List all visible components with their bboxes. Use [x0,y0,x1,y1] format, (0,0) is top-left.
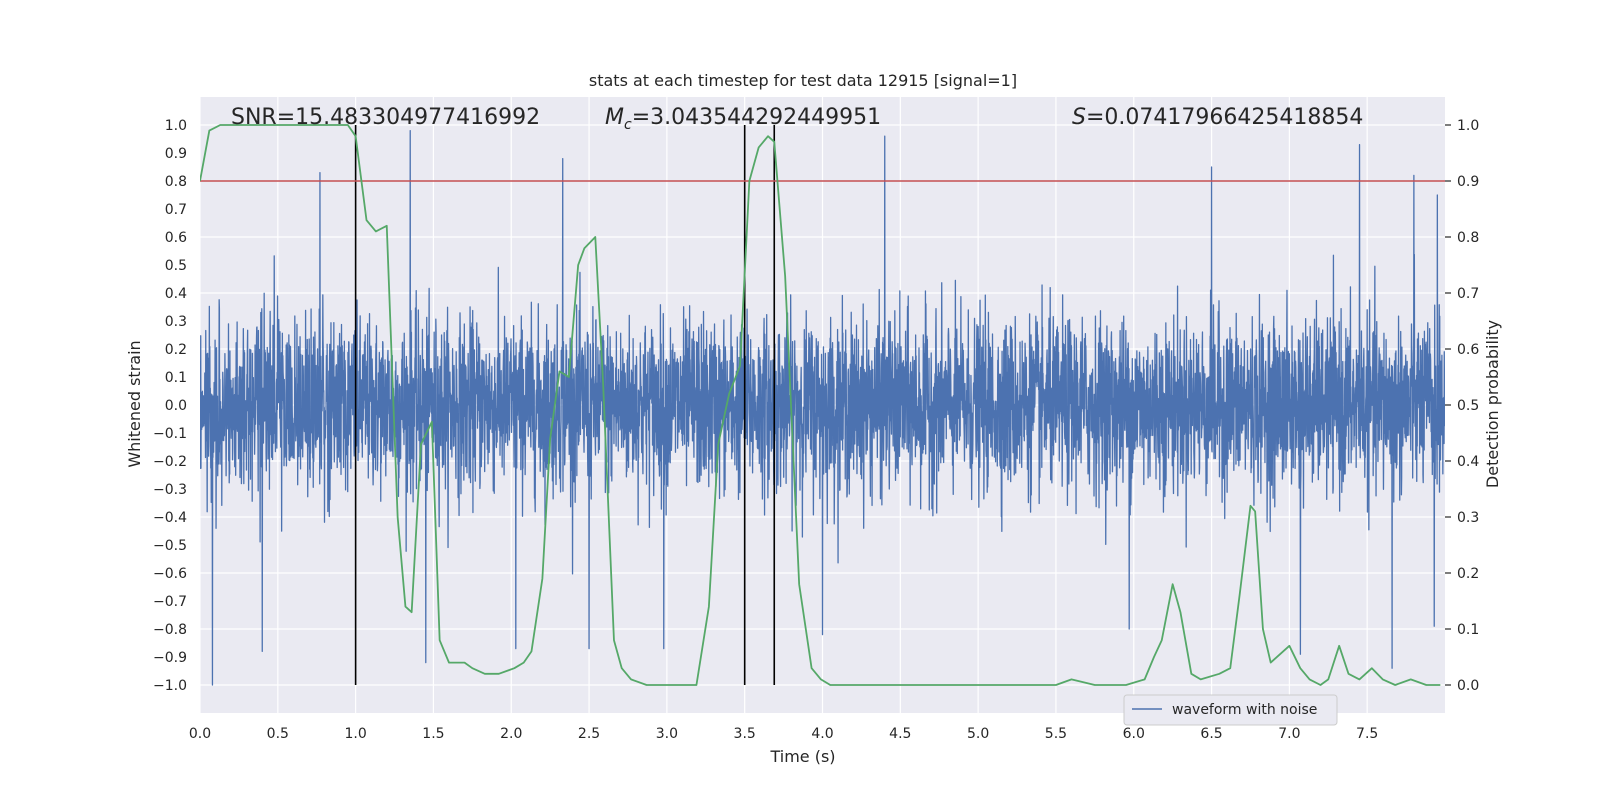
chirp-mass-subscript: c [624,117,632,133]
right-y-tick-label: 0.3 [1457,510,1479,526]
right-y-tick-label: 0.1 [1457,622,1479,638]
left-y-tick-label: 0.5 [165,258,187,274]
chart-title: stats at each timestep for test data 129… [589,71,1017,90]
left-y-tick-label: −0.8 [153,622,187,638]
left-y-tick-label: −0.6 [153,566,187,582]
left-y-tick-label: −0.3 [153,482,187,498]
right-y-tick-label: 1.0 [1457,118,1479,134]
left-y-tick-label: 0.2 [165,342,187,358]
chirp-mass-value: =3.043544292449951 [632,105,881,130]
detection-probability-line [200,124,1441,686]
left-y-tick-label: −0.4 [153,510,187,526]
right-y-tick-label: 0.5 [1457,398,1479,414]
x-tick-label: 7.0 [1278,726,1300,742]
s-symbol: S [1072,105,1086,130]
left-y-tick-label: −0.5 [153,538,187,554]
x-tick-label: 2.0 [500,726,522,742]
vertical-markers [354,125,776,685]
x-tick-label: 5.5 [1045,726,1067,742]
left-y-tick-label: 0.9 [165,146,187,162]
snr-annotation: SNR=15.483304977416992 [231,105,540,130]
legend: waveform with noise [1123,694,1338,726]
legend-box [1123,694,1338,726]
x-tick-label: 7.5 [1356,726,1378,742]
left-y-tick-label: 0.7 [165,202,187,218]
x-tick-label: 0.0 [189,726,211,742]
left-y-tick-label: −0.2 [153,454,187,470]
s-value: =0.07417966425418854 [1086,105,1363,130]
waveform-with-noise-series [200,129,1445,686]
right-y-tick-label: 0.6 [1457,342,1479,358]
waveform-with-noise-line [200,129,1445,686]
x-tick-label: 1.5 [422,726,444,742]
x-tick-label: 0.5 [267,726,289,742]
right-y-tick-label: 0.2 [1457,566,1479,582]
x-tick-label: 4.0 [811,726,833,742]
left-y-tick-label: −0.1 [153,426,187,442]
x-axis-ticks: 0.0 0.5 1.0 1.5 2.0 2.5 3.0 3.5 4.0 4.5 5.0 5.5 6.0 6… [189,726,1378,742]
right-y-tick-label: 0.8 [1457,230,1479,246]
x-tick-label: 3.5 [734,726,756,742]
left-y-tick-label: 1.0 [165,118,187,134]
left-y-tick-label: −1.0 [153,678,187,694]
x-tick-label: 3.0 [656,726,678,742]
detection-probability-series [200,124,1441,686]
s-annotation: S=0.07417966425418854 [1072,105,1363,130]
right-y-axis-ticks: 1.0 0.9 0.8 0.7 0.6 0.5 0.4 0.3 0.2 0.1 0.0 [1445,118,1479,694]
right-y-tick-label: 0.7 [1457,286,1479,302]
x-tick-label: 6.5 [1200,726,1222,742]
x-axis-label: Time (s) [769,747,835,766]
right-y-tick-label: 0.0 [1457,678,1479,694]
x-tick-label: 6.0 [1123,726,1145,742]
chirp-mass-annotation: Mc=3.043544292449951 [605,105,881,133]
x-tick-label: 1.0 [344,726,366,742]
left-y-tick-label: 0.4 [165,286,187,302]
left-y-tick-label: 0.3 [165,314,187,330]
right-y-tick-label: 0.4 [1457,454,1479,470]
left-y-axis-label: Whitened strain [125,340,144,467]
left-y-tick-label: −0.7 [153,594,187,610]
x-tick-label: 5.0 [967,726,989,742]
left-y-tick-label: 0.1 [165,370,187,386]
left-y-tick-label: −0.9 [153,650,187,666]
legend-label-waveform: waveform with noise [1172,702,1317,718]
left-y-tick-label: 0.6 [165,230,187,246]
right-y-tick-label: 0.9 [1457,174,1479,190]
left-y-tick-label: 0.0 [165,398,187,414]
chirp-mass-symbol: M [605,105,624,130]
left-y-tick-label: 0.8 [165,174,187,190]
left-y-axis-ticks: 1.0 0.9 0.8 0.7 0.6 0.5 0.4 0.3 0.2 0.1 0.0 −0.1 −0.… [153,118,187,694]
x-tick-label: 2.5 [578,726,600,742]
right-y-axis-label: Detection probability [1483,320,1502,488]
x-tick-label: 4.5 [889,726,911,742]
